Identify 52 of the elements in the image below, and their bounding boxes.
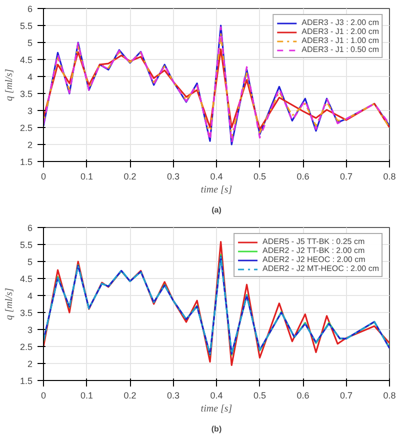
y-tick-label: 4.5 <box>20 274 33 284</box>
x-tick-label: 0.4 <box>210 390 223 400</box>
y-tick-label: 5.5 <box>20 240 33 250</box>
x-tick-label: 0.5 <box>253 172 266 182</box>
legend-label: ADER3 - J1 : 1.00 cm <box>302 36 379 45</box>
legend-label: ADER2 - J2 MT-HEOC : 2.00 cm <box>262 264 379 273</box>
x-tick-label: 0 <box>40 172 46 182</box>
y-tick-label: 2.5 <box>20 342 33 352</box>
y-tick-label: 2 <box>27 359 33 369</box>
y-tick-label: 3.5 <box>20 89 33 99</box>
y-tick-label: 3.5 <box>20 308 33 318</box>
x-tick-label: 0.6 <box>296 172 310 182</box>
x-tick-label: 0.2 <box>124 390 136 400</box>
y-tick-label: 5.5 <box>20 21 33 31</box>
legend-label: ADER3 - J1 : 2.00 cm <box>302 27 379 36</box>
x-tick-label: 0.4 <box>210 172 223 182</box>
y-tick-label: 5 <box>27 38 33 48</box>
x-tick-label: 0.1 <box>80 172 94 182</box>
y-tick-label: 3 <box>27 106 33 116</box>
x-tick-label: 0.3 <box>166 390 180 400</box>
x-tick-label: 0.5 <box>253 390 266 400</box>
y-tick-label: 5 <box>27 257 33 267</box>
x-tick-label: 0.7 <box>340 172 353 182</box>
legend-label: ADER2 - J2 TT-BK : 2.00 cm <box>262 246 365 255</box>
x-tick-label: 0.6 <box>296 390 310 400</box>
y-tick-label: 2 <box>27 140 33 150</box>
y-tick-label: 4 <box>27 291 33 301</box>
y-tick-label: 1.5 <box>20 376 33 386</box>
y-tick-label: 4.5 <box>20 55 33 65</box>
x-tick-label: 0 <box>40 390 46 400</box>
x-tick-label: 0.8 <box>383 390 396 400</box>
legend-label: ADER3 - J1 : 0.50 cm <box>302 45 379 54</box>
y-tick-label: 2.5 <box>20 123 33 133</box>
y-tick-label: 4 <box>27 72 33 82</box>
x-axis-title: time [s] <box>200 184 232 196</box>
y-tick-label: 1.5 <box>20 157 33 167</box>
x-tick-label: 0.3 <box>166 172 180 182</box>
x-axis-title: time [s] <box>200 404 232 414</box>
text: (a) <box>212 206 222 214</box>
x-tick-label: 0.7 <box>340 390 353 400</box>
legend-label: ADER2 - J2 HEOC : 2.00 cm <box>262 255 366 264</box>
y-axis-title: q [ml/s] <box>4 68 15 101</box>
legend-label: ADER5 - J5 TT-BK : 0.25 cm <box>262 237 365 246</box>
x-tick-label: 0.1 <box>80 390 94 400</box>
y-axis-title: q [ml/s] <box>4 288 15 320</box>
x-tick-label: 0.2 <box>124 172 136 182</box>
y-tick-label: 6 <box>27 223 33 233</box>
legend-label: ADER3 - J3 : 2.00 cm <box>302 18 379 27</box>
x-tick-label: 0.8 <box>383 172 396 182</box>
y-tick-label: 6 <box>27 4 33 14</box>
text: (b) <box>211 424 222 434</box>
y-tick-label: 3 <box>27 325 33 335</box>
